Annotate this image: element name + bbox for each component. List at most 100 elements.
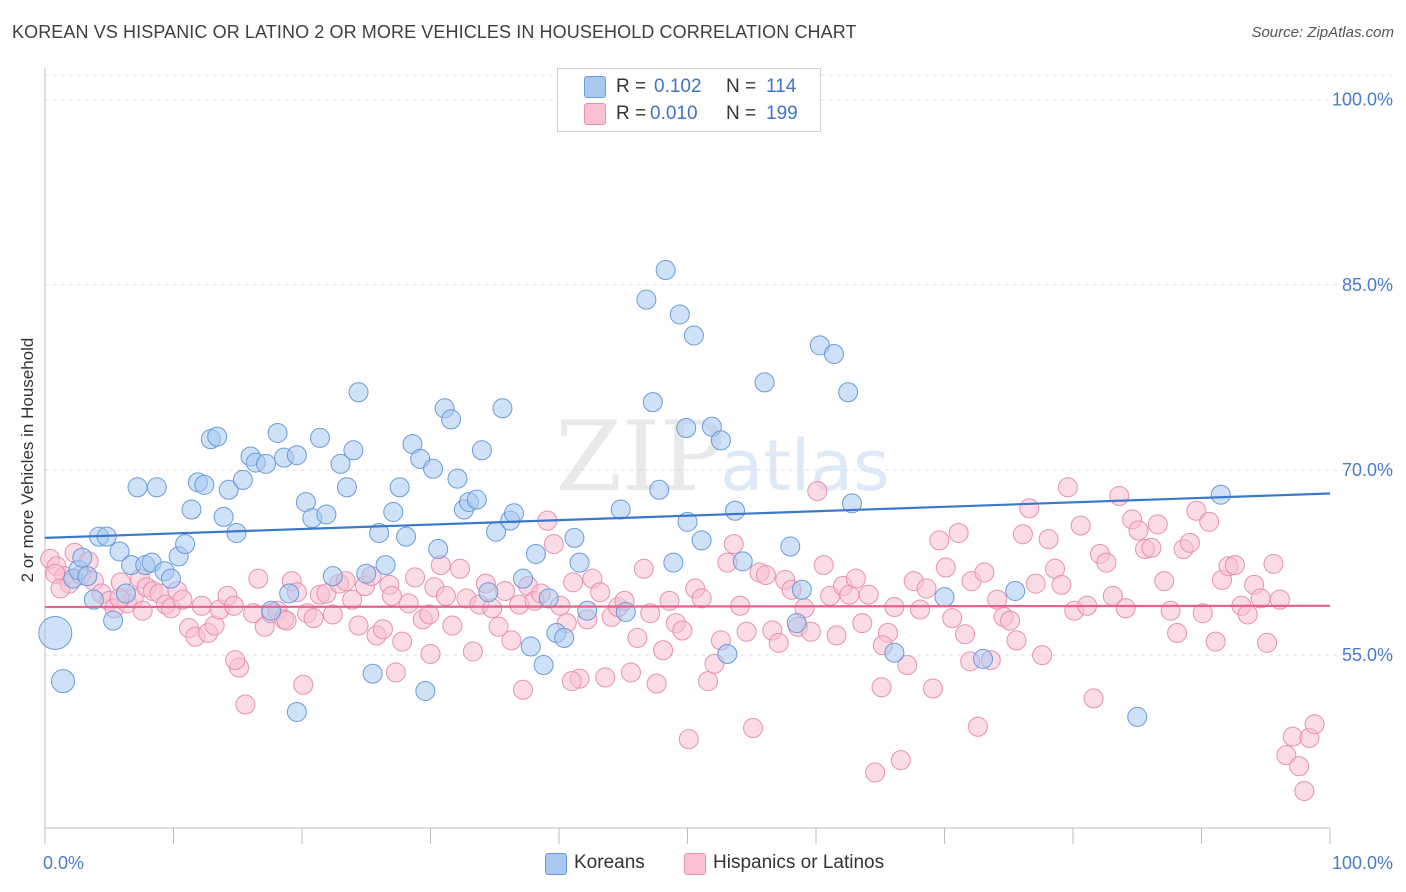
hispanic-point: [1276, 745, 1297, 766]
korean-point: [322, 566, 343, 587]
hispanic-point: [1263, 553, 1284, 574]
korean-point: [447, 468, 468, 489]
hispanic-point: [1038, 529, 1059, 550]
korean-point: [267, 422, 288, 443]
hispanic-point: [543, 534, 564, 555]
hispanic-point: [974, 562, 995, 583]
hispanic-point: [420, 643, 441, 664]
hispanic-point: [1304, 714, 1325, 735]
hispanic-point: [1096, 552, 1117, 573]
axes: [44, 68, 1331, 844]
korean-point: [934, 587, 955, 608]
hispanic-point: [1224, 555, 1245, 576]
hispanic-point: [691, 588, 712, 609]
korean-point: [362, 663, 383, 684]
korean-point: [636, 289, 657, 310]
hispanic-point: [1289, 756, 1310, 777]
korean-point: [396, 526, 417, 547]
hispanic-point: [561, 671, 582, 692]
hispanic-point: [225, 650, 246, 671]
hispanic-point: [398, 593, 419, 614]
hispanic-point: [248, 568, 269, 589]
korean-point: [218, 479, 239, 500]
hispanic-point: [235, 694, 256, 715]
korean-point: [336, 477, 357, 498]
hispanic-point: [743, 718, 764, 739]
korean-point: [213, 506, 234, 527]
hispanic-point: [172, 589, 193, 610]
korean-point: [316, 504, 337, 525]
korean-point: [127, 477, 148, 498]
korean-point: [261, 600, 282, 621]
hispanic-point: [1154, 571, 1175, 592]
hispanic-point: [1000, 610, 1021, 631]
hispanic-point: [627, 627, 648, 648]
korean-point: [677, 511, 698, 532]
x-tick-label: 0.0%: [43, 853, 84, 873]
korean-point: [1005, 580, 1026, 601]
korean-point: [513, 568, 534, 589]
hispanic-point: [768, 632, 789, 653]
korean-point: [389, 477, 410, 498]
korean-point: [330, 453, 351, 474]
n-label: N =: [726, 76, 757, 97]
korean-point: [309, 427, 330, 448]
korean-point: [72, 547, 93, 568]
hispanic-point: [672, 620, 693, 641]
hispanic-point: [132, 600, 153, 621]
hispanic-point: [1109, 485, 1130, 506]
hispanic-trend-line: [44, 604, 1331, 609]
hispanic-point: [1019, 498, 1040, 519]
korean-point: [642, 392, 663, 413]
korean-point: [226, 522, 247, 543]
r-label: R =: [616, 103, 647, 124]
n-label: N =: [726, 103, 757, 124]
korean-point: [823, 343, 844, 364]
korean-point: [725, 500, 746, 521]
hispanic-point: [1025, 573, 1046, 594]
korean-point: [669, 304, 690, 325]
hispanic-point: [1192, 603, 1213, 624]
korean-point: [115, 583, 136, 604]
hispanic-point: [392, 631, 413, 652]
r-value: 0.102: [654, 76, 702, 97]
r-label: R =: [616, 76, 647, 97]
hispanic-point: [1205, 631, 1226, 652]
hispanic-point: [1186, 500, 1207, 521]
koreans-swatch: [545, 853, 567, 875]
n-value: 199: [766, 103, 798, 124]
hispanic-point: [640, 603, 661, 624]
hispanic-point: [405, 567, 426, 588]
hispanic-point: [1141, 537, 1162, 558]
hispanic-point: [1057, 477, 1078, 498]
hispanic-point: [495, 580, 516, 601]
hispanic-point: [698, 671, 719, 692]
hispanic-point: [935, 557, 956, 578]
hispanic-point: [942, 608, 963, 629]
hispanic-point: [381, 585, 402, 606]
watermark-atlas: atlas: [720, 425, 889, 507]
korean-point: [780, 536, 801, 557]
korean-point: [710, 430, 731, 451]
korean-point: [732, 551, 753, 572]
korean-point: [884, 642, 905, 663]
source-label: Source: ZipAtlas.com: [1251, 24, 1394, 41]
y-tick-label: 85.0%: [1342, 275, 1393, 295]
hispanic-point: [450, 558, 471, 579]
hispanic-point: [916, 578, 937, 599]
hispanic-point: [513, 679, 534, 700]
korean-point: [109, 541, 130, 562]
hispanic-point: [1167, 622, 1188, 643]
korean-point: [973, 648, 994, 669]
hispanic-point: [890, 750, 911, 771]
korean-point: [676, 418, 697, 439]
korean-point: [348, 382, 369, 403]
hispanic-point: [595, 667, 616, 688]
korean-point: [554, 627, 575, 648]
hispanic-point: [653, 640, 674, 661]
korean-point: [717, 643, 738, 664]
hispanic-point: [442, 615, 463, 636]
hispanic-point: [590, 582, 611, 603]
hispanic-point: [372, 619, 393, 640]
